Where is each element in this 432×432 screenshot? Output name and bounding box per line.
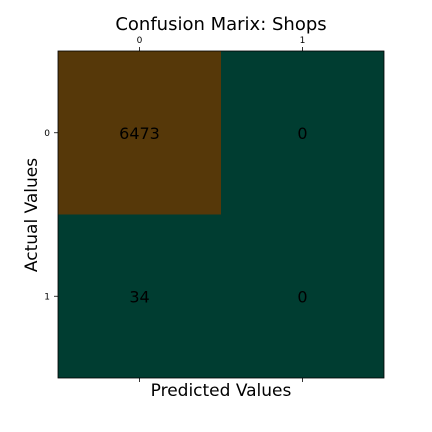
y-axis-label: Actual Values — [22, 158, 42, 272]
plot-frame — [57, 50, 385, 379]
cell-labels: 6473 0 34 0 — [119, 124, 307, 307]
cell-label-0-0: 6473 — [119, 124, 160, 143]
heatmap-cell-0-0 — [58, 51, 221, 215]
chart-title: Confusion Marix: Shops — [115, 14, 326, 35]
cell-label-0-1: 0 — [297, 124, 307, 143]
y-tick-label-0: 0 — [44, 129, 50, 139]
y-axis-ticks: 01 — [44, 129, 58, 302]
heatmap-cell-1-0 — [58, 214, 221, 378]
y-tick-label-1: 1 — [44, 292, 50, 302]
x-axis-label: Predicted Values — [151, 381, 292, 401]
heatmap-cell-1-1 — [221, 214, 384, 378]
heatmap-cell-0-1 — [221, 51, 384, 215]
cell-label-1-0: 34 — [129, 287, 149, 306]
x-tick-label-1: 1 — [300, 36, 306, 46]
cell-label-1-1: 0 — [297, 287, 307, 306]
x-tick-label-0: 0 — [137, 36, 143, 46]
heatmap-cells — [57, 50, 385, 379]
